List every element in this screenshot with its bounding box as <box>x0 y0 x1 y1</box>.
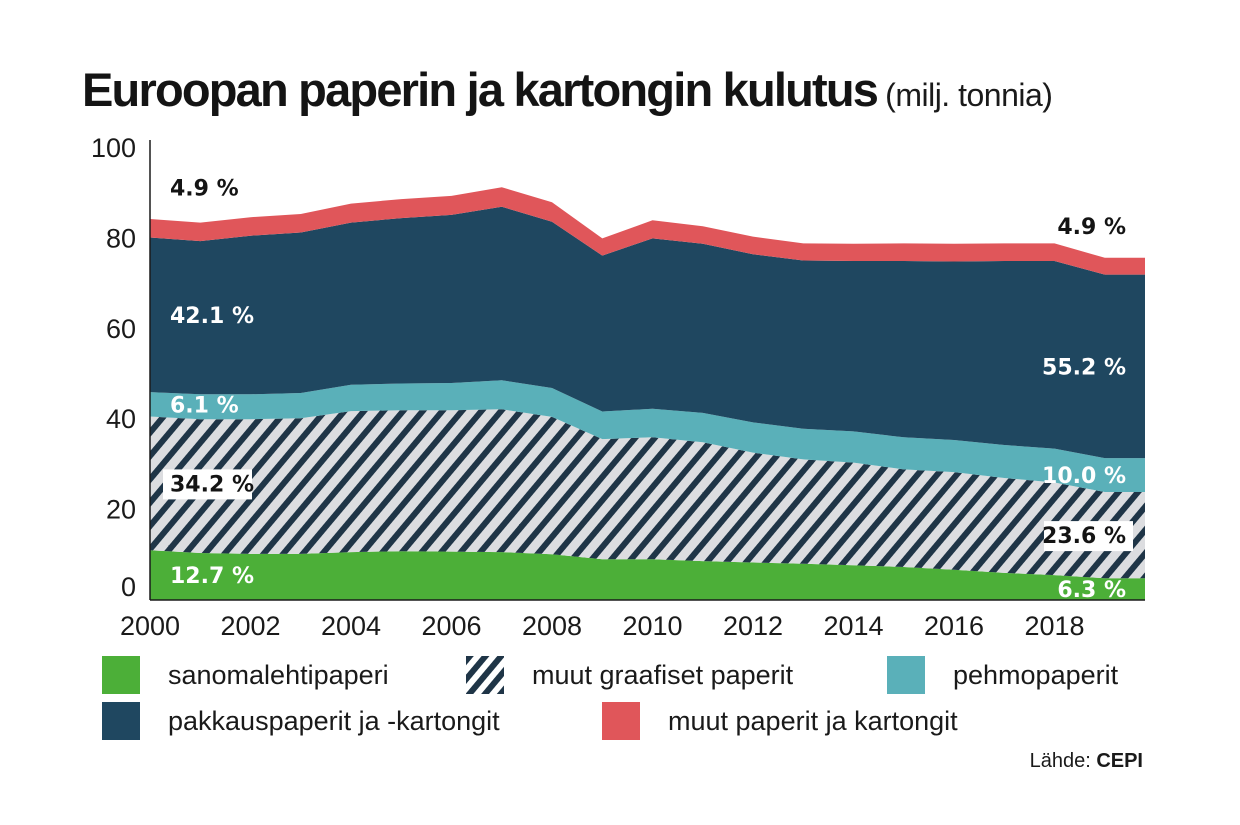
y-tick-label: 100 <box>91 133 136 163</box>
percent-label-text: 10.0 % <box>1042 464 1126 489</box>
y-tick-label: 60 <box>106 314 136 344</box>
x-tick-label: 2018 <box>1024 611 1084 641</box>
area-pehmopaperit <box>150 380 1145 492</box>
percent-label-right: 55.2 % <box>1042 355 1126 380</box>
x-tick-label: 2008 <box>522 611 582 641</box>
chart-title-text: Euroopan paperin ja kartongin kulutus <box>82 63 879 116</box>
y-tick-label: 20 <box>106 495 136 525</box>
x-tick-label: 2014 <box>823 611 883 641</box>
percent-label-left: 6.1 % <box>170 393 239 418</box>
percent-label-right: 4.9 % <box>1057 215 1126 240</box>
percent-label-text: 55.2 % <box>1042 355 1126 380</box>
percent-label-text: 12.7 % <box>170 564 254 589</box>
source-prefix: Lähde: <box>1029 750 1091 772</box>
chart-title-unit: (milj. tonnia) <box>885 77 1053 113</box>
y-tick-label: 40 <box>106 404 136 434</box>
percent-label-right: 23.6 % <box>1042 521 1133 552</box>
percent-label-right: 6.3 % <box>1057 578 1126 603</box>
percent-label-text: 34.2 % <box>170 472 254 497</box>
percent-label-left: 12.7 % <box>170 564 254 589</box>
x-tick-label: 2010 <box>622 611 682 641</box>
axes: 0 20 40 60 80 100 2000 2002 2004 2006 2008 2010 2012… <box>91 133 1145 641</box>
percent-label-box <box>163 469 252 500</box>
percent-label-left: 34.2 % <box>163 469 254 500</box>
area-pakkaus <box>150 206 1145 459</box>
area-muut-paperit <box>150 187 1145 275</box>
x-tick-label: 2002 <box>220 611 280 641</box>
source-name: CEPI <box>1096 750 1143 772</box>
x-tick-label: 2006 <box>421 611 481 641</box>
area-muut-graafiset <box>150 409 1145 579</box>
source-credit: Lähde: CEPI <box>1030 750 1143 773</box>
x-tick-label: 2004 <box>321 611 381 641</box>
percent-label-text: 4.9 % <box>170 176 239 201</box>
y-tick-label: 0 <box>121 572 136 602</box>
x-tick-label: 2016 <box>924 611 984 641</box>
percent-label-text: 42.1 % <box>170 304 254 329</box>
chart-title: Euroopan paperin ja kartongin kulutus (mi… <box>82 62 1053 117</box>
percent-label-right: 10.0 % <box>1042 464 1126 489</box>
percent-label-text: 6.3 % <box>1057 578 1126 603</box>
area-sanomalehtipaperi <box>150 550 1145 600</box>
percent-label-text: 6.1 % <box>170 393 239 418</box>
y-tick-label: 80 <box>106 223 136 253</box>
area-layers <box>150 187 1145 600</box>
x-tick-label: 2012 <box>723 611 783 641</box>
percent-label-left: 4.9 % <box>170 176 239 201</box>
percent-label-box <box>1044 521 1133 552</box>
percent-label-text: 4.9 % <box>1057 215 1126 240</box>
percent-labels: 12.7 % 34.2 % 6.1 % 42.1 % 4.9 % 6.3 % 23.6 % 1… <box>163 176 1133 603</box>
percent-label-left: 42.1 % <box>170 304 254 329</box>
percent-label-text: 23.6 % <box>1042 524 1126 549</box>
x-tick-label: 2000 <box>120 611 180 641</box>
